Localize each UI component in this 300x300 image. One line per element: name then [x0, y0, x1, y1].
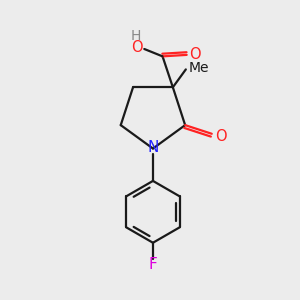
Text: Me: Me: [188, 61, 209, 75]
Text: F: F: [148, 257, 157, 272]
Text: O: O: [215, 129, 227, 144]
Text: O: O: [131, 40, 143, 55]
Text: N: N: [147, 140, 159, 154]
Text: O: O: [189, 47, 201, 62]
Text: H: H: [130, 29, 141, 43]
